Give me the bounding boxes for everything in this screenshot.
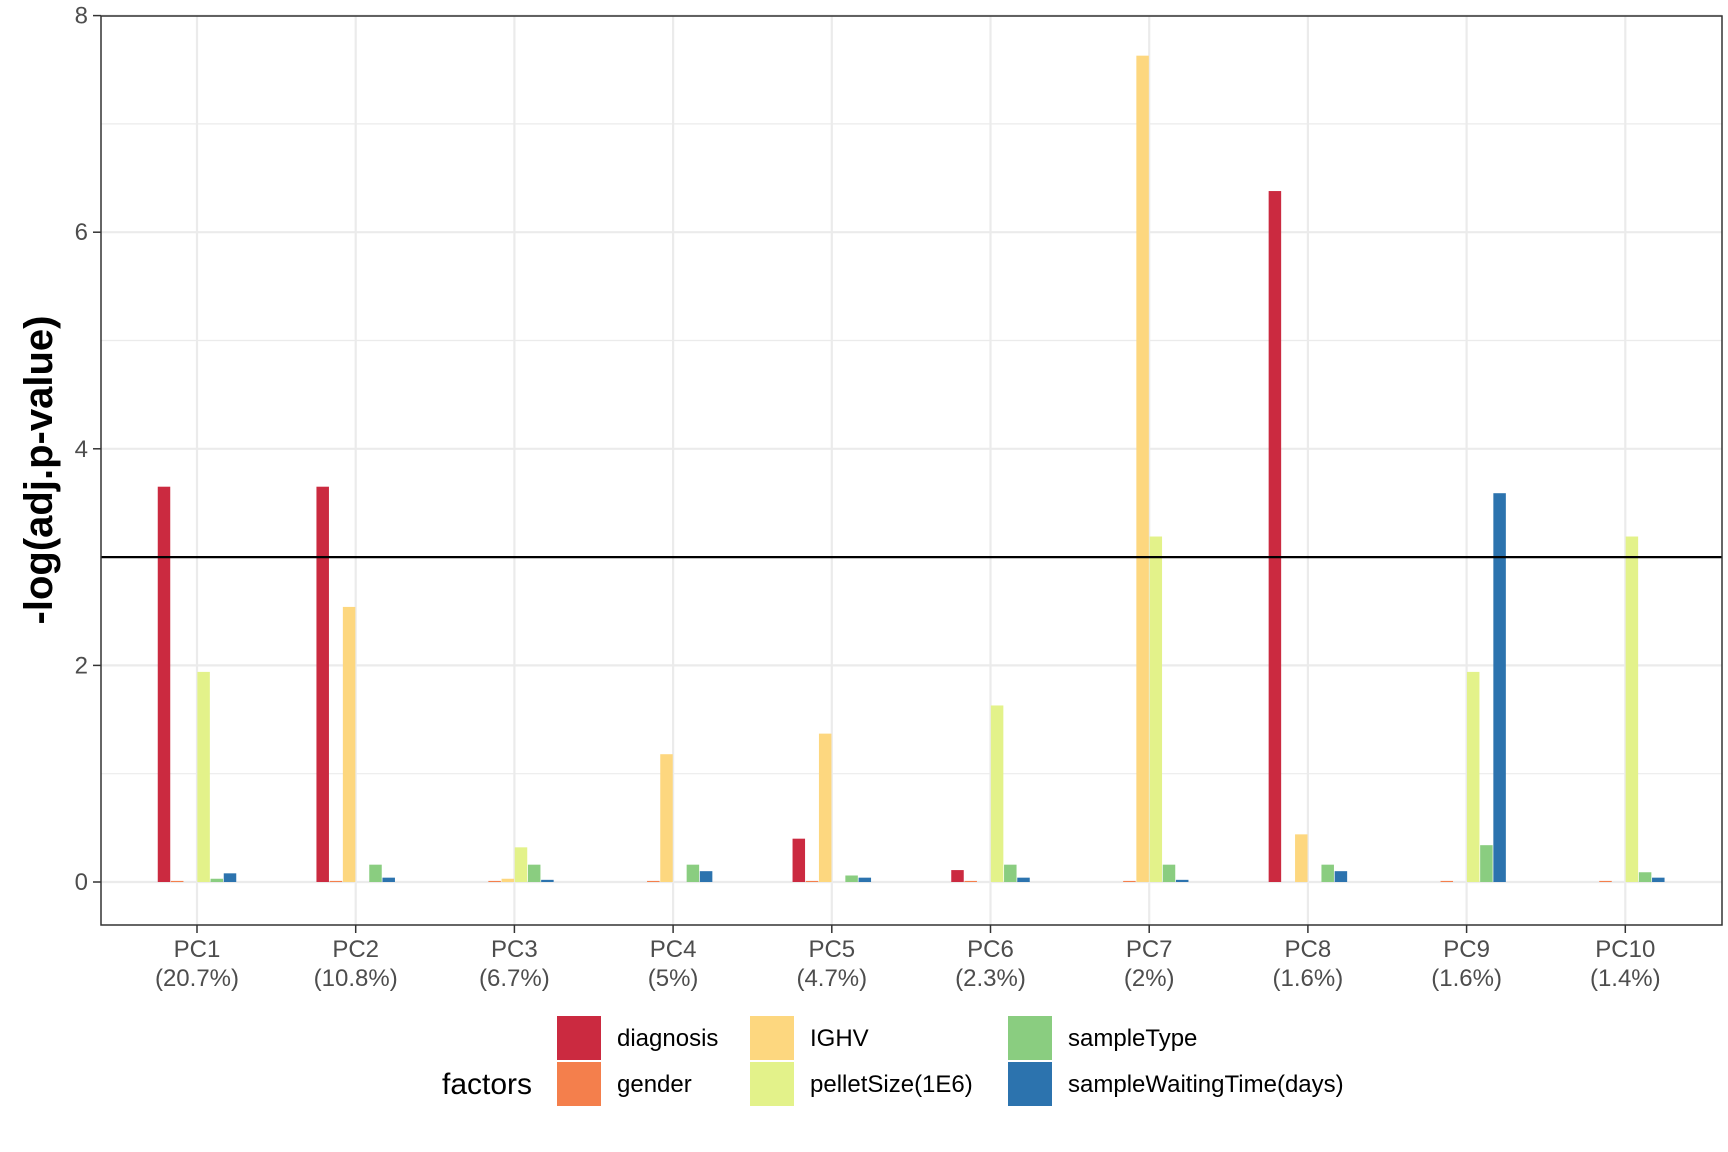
- bar-diagnosis-PC8: [1268, 191, 1282, 882]
- x-tick-label: PC7: [1126, 936, 1173, 963]
- bar-sampleWaitingTime(days)-PC6: [1017, 877, 1030, 882]
- x-tick-label: PC1: [174, 936, 221, 963]
- bar-gender-PC3: [488, 880, 501, 882]
- bars: [157, 55, 1665, 882]
- bar-pelletSize(1E6)-PC3: [514, 847, 528, 882]
- bar-sampleType-PC5: [845, 875, 858, 882]
- x-tick-label: (2.3%): [955, 965, 1026, 992]
- bar-sampleType-PC3: [527, 864, 541, 882]
- bar-IGHV-PC7: [1136, 55, 1149, 882]
- bar-pelletSize(1E6)-PC10: [1625, 536, 1639, 882]
- legend-key-IGHV: [750, 1016, 794, 1060]
- legend-key-sampleType: [1008, 1016, 1052, 1060]
- bar-diagnosis-PC2: [316, 486, 329, 882]
- bar-sampleWaitingTime(days)-PC8: [1334, 871, 1348, 882]
- bar-diagnosis-PC6: [951, 870, 964, 882]
- bar-sampleType-PC2: [369, 864, 382, 882]
- x-tick-label: (20.7%): [155, 965, 239, 992]
- x-tick-label: PC3: [491, 936, 538, 963]
- bar-IGHV-PC8: [1295, 834, 1308, 882]
- bar-pelletSize(1E6)-PC6: [990, 705, 1004, 882]
- bar-gender-PC7: [1123, 880, 1136, 882]
- bar-diagnosis-PC1: [157, 486, 171, 882]
- bar-sampleWaitingTime(days)-PC3: [541, 879, 554, 882]
- bar-sampleType-PC10: [1638, 872, 1652, 882]
- legend-label-sampleWaitingTime(days): sampleWaitingTime(days): [1068, 1071, 1344, 1098]
- bar-pelletSize(1E6)-PC7: [1149, 536, 1163, 882]
- bar-sampleType-PC1: [210, 878, 224, 882]
- x-tick-label: PC9: [1443, 936, 1490, 963]
- bar-sampleType-PC4: [686, 864, 700, 882]
- y-tick-label: 8: [75, 3, 88, 30]
- bar-diagnosis-PC5: [792, 838, 806, 882]
- plot-panel-border: [100, 15, 1723, 926]
- bar-sampleType-PC9: [1480, 845, 1493, 882]
- bar-IGHV-PC2: [342, 606, 356, 882]
- x-tick-label: PC2: [332, 936, 379, 963]
- legend-label-IGHV: IGHV: [810, 1025, 869, 1052]
- y-tick-label: 4: [75, 436, 88, 463]
- x-tick-label: (1.6%): [1273, 965, 1344, 992]
- legend-title: factors: [442, 1068, 532, 1101]
- bar-pelletSize(1E6)-PC9: [1466, 671, 1480, 882]
- legend: factors diagnosis gender IGHV pelletSize(1E…: [442, 1016, 1344, 1106]
- bar-gender-PC4: [647, 880, 660, 882]
- x-tick-label: PC5: [808, 936, 855, 963]
- bar-sampleWaitingTime(days)-PC5: [858, 877, 872, 882]
- bar-sampleType-PC6: [1004, 864, 1017, 882]
- bar-gender-PC2: [329, 880, 343, 882]
- bar-gender-PC1: [170, 880, 184, 882]
- x-axis: PC1(20.7%)PC2(10.8%)PC3(6.7%)PC4(5%)PC5(…: [155, 925, 1661, 992]
- bar-gender-PC9: [1440, 880, 1454, 882]
- y-tick-label: 0: [75, 869, 88, 896]
- x-tick-label: PC4: [650, 936, 697, 963]
- bar-sampleType-PC7: [1162, 864, 1176, 882]
- bar-IGHV-PC4: [660, 754, 673, 882]
- y-tick-label: 6: [75, 219, 88, 246]
- bar-sampleWaitingTime(days)-PC7: [1175, 879, 1189, 882]
- x-tick-label: (1.4%): [1590, 965, 1661, 992]
- x-tick-label: (10.8%): [314, 965, 398, 992]
- bar-gender-PC6: [964, 880, 977, 882]
- legend-key-sampleWaitingTime(days): [1008, 1062, 1052, 1106]
- bar-sampleWaitingTime(days)-PC1: [223, 873, 237, 882]
- legend-label-diagnosis: diagnosis: [617, 1025, 718, 1052]
- x-tick-label: (4.7%): [796, 965, 867, 992]
- bar-sampleWaitingTime(days)-PC2: [382, 877, 395, 882]
- bar-gender-PC10: [1599, 880, 1612, 882]
- x-tick-label: PC10: [1595, 936, 1655, 963]
- x-tick-label: PC6: [967, 936, 1014, 963]
- x-tick-label: (6.7%): [479, 965, 550, 992]
- x-tick-label: PC8: [1285, 936, 1332, 963]
- bar-gender-PC5: [805, 880, 819, 882]
- legend-key-pelletSize(1E6): [750, 1062, 794, 1106]
- legend-key-diagnosis: [557, 1016, 601, 1060]
- x-tick-label: (1.6%): [1431, 965, 1502, 992]
- legend-label-sampleType: sampleType: [1068, 1025, 1197, 1052]
- legend-label-gender: gender: [617, 1071, 692, 1098]
- x-tick-label: (2%): [1124, 965, 1175, 992]
- x-tick-label: (5%): [648, 965, 699, 992]
- bar-IGHV-PC5: [818, 733, 832, 882]
- bar-sampleWaitingTime(days)-PC9: [1493, 493, 1506, 882]
- bar-sampleType-PC8: [1321, 864, 1334, 882]
- legend-label-pelletSize(1E6): pelletSize(1E6): [810, 1071, 973, 1098]
- bar-pelletSize(1E6)-PC1: [197, 671, 210, 882]
- y-axis: 0 2 4 6 8: [75, 3, 101, 896]
- y-tick-label: 2: [75, 652, 88, 679]
- y-axis-label: -log(adj.p-value): [17, 316, 61, 625]
- legend-key-gender: [557, 1062, 601, 1106]
- bar-sampleWaitingTime(days)-PC10: [1652, 877, 1665, 882]
- bar-sampleWaitingTime(days)-PC4: [699, 871, 713, 882]
- bar-IGHV-PC3: [501, 878, 515, 882]
